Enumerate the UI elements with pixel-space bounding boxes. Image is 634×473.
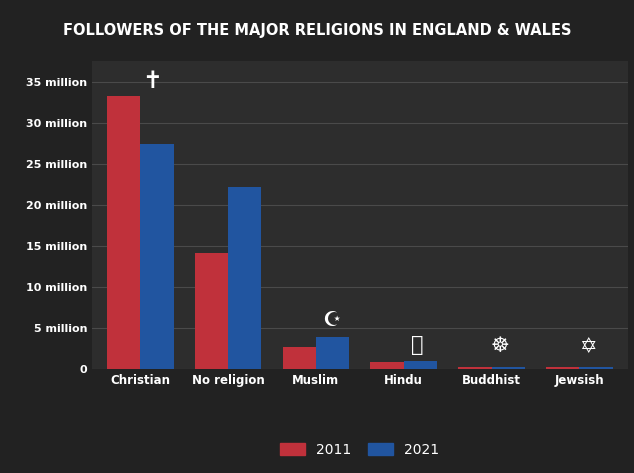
Bar xyxy=(195,254,228,369)
Text: ☪: ☪ xyxy=(322,310,341,330)
Bar xyxy=(140,143,174,369)
Bar xyxy=(579,367,612,369)
Bar xyxy=(404,360,437,369)
Text: FOLLOWERS OF THE MAJOR RELIGIONS IN ENGLAND & WALES: FOLLOWERS OF THE MAJOR RELIGIONS IN ENGL… xyxy=(63,23,571,38)
Bar xyxy=(107,96,140,369)
Legend: 2011, 2021: 2011, 2021 xyxy=(273,436,446,464)
Bar xyxy=(370,362,404,369)
Text: ✝: ✝ xyxy=(142,69,162,93)
Bar xyxy=(228,187,261,369)
Text: ✡: ✡ xyxy=(579,337,597,357)
Text: ॐ: ॐ xyxy=(411,335,423,355)
Bar xyxy=(491,367,525,369)
Text: ☸: ☸ xyxy=(491,337,510,357)
Bar xyxy=(316,337,349,369)
Bar xyxy=(283,347,316,369)
Bar xyxy=(458,367,491,369)
Bar xyxy=(546,367,579,369)
